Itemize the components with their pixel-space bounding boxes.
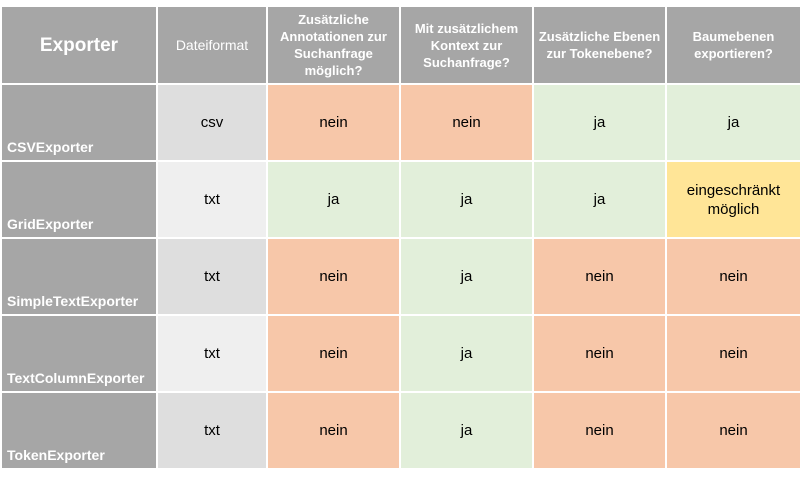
- format-cell: txt: [156, 237, 268, 316]
- context-cell: ja: [399, 237, 534, 316]
- exporter-name: CSVExporter: [0, 83, 158, 162]
- header-layers: Zusätzliche Ebenen zur Tokenebene?: [532, 5, 667, 85]
- exporter-name: TokenExporter: [0, 391, 158, 470]
- layers-cell: nein: [532, 237, 667, 316]
- annotations-cell: nein: [266, 391, 401, 470]
- table-row: CSVExporter csv nein nein ja ja: [0, 83, 800, 162]
- format-cell: txt: [156, 391, 268, 470]
- header-context: Mit zusätzlichem Kontext zur Suchanfrage…: [399, 5, 534, 85]
- exporter-name: TextColumnExporter: [0, 314, 158, 393]
- trees-cell: nein: [665, 237, 800, 316]
- layers-cell: ja: [532, 160, 667, 239]
- format-cell: csv: [156, 83, 268, 162]
- header-format: Dateiformat: [156, 5, 268, 85]
- layers-cell: ja: [532, 83, 667, 162]
- format-cell: txt: [156, 160, 268, 239]
- annotations-cell: ja: [266, 160, 401, 239]
- context-cell: nein: [399, 83, 534, 162]
- exporter-name: GridExporter: [0, 160, 158, 239]
- table-row: TextColumnExporter txt nein ja nein nein: [0, 314, 800, 393]
- format-cell: txt: [156, 314, 268, 393]
- table-row: GridExporter txt ja ja ja eingeschränkt …: [0, 160, 800, 239]
- trees-cell: nein: [665, 391, 800, 470]
- table-row: TokenExporter txt nein ja nein nein: [0, 391, 800, 470]
- layers-cell: nein: [532, 391, 667, 470]
- header-row: Exporter Dateiformat Zusätzliche Annotat…: [0, 5, 800, 85]
- exporter-name: SimpleTextExporter: [0, 237, 158, 316]
- context-cell: ja: [399, 314, 534, 393]
- annotations-cell: nein: [266, 83, 401, 162]
- table-row: SimpleTextExporter txt nein ja nein nein: [0, 237, 800, 316]
- exporter-comparison-table: Exporter Dateiformat Zusätzliche Annotat…: [0, 5, 800, 470]
- annotations-cell: nein: [266, 237, 401, 316]
- layers-cell: nein: [532, 314, 667, 393]
- trees-cell: ja: [665, 83, 800, 162]
- trees-cell: nein: [665, 314, 800, 393]
- header-trees: Baumebenen exportieren?: [665, 5, 800, 85]
- annotations-cell: nein: [266, 314, 401, 393]
- context-cell: ja: [399, 391, 534, 470]
- header-annotations: Zusätzliche Annotationen zur Suchanfrage…: [266, 5, 401, 85]
- trees-cell: eingeschränkt möglich: [665, 160, 800, 239]
- header-exporter: Exporter: [0, 5, 158, 85]
- context-cell: ja: [399, 160, 534, 239]
